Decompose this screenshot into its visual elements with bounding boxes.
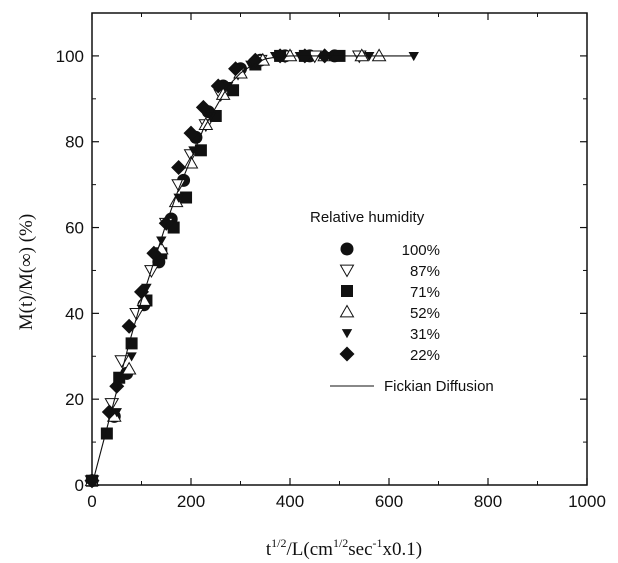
series-71pct (86, 49, 346, 487)
y-axis-title: M(t)/M(∞) (%) (16, 214, 37, 330)
data-point-87pct (171, 179, 186, 193)
x-tick-label: 800 (474, 492, 502, 511)
legend-marker-52pct (339, 304, 355, 318)
data-point-22pct (247, 52, 263, 68)
legend-title: Relative humidity (310, 209, 425, 226)
y-tick-label: 0 (75, 476, 84, 495)
fickian-diffusion-line (91, 55, 414, 486)
data-point-22pct (183, 125, 199, 141)
data-point-22pct (109, 378, 125, 394)
legend-marker-71pct (341, 285, 353, 297)
data-point-87pct (129, 307, 144, 321)
y-tick-label: 80 (65, 133, 84, 152)
data-point-22pct (272, 48, 288, 64)
legend-label-71pct: 71% (410, 284, 440, 301)
legend-marker-31pct (341, 329, 353, 339)
data-point-31pct (141, 283, 152, 293)
legend-label-31pct: 31% (410, 326, 440, 343)
x-tick-label: 200 (177, 492, 205, 511)
data-point-52pct (121, 361, 137, 375)
legend-marker-87pct (339, 264, 355, 278)
data-point-87pct (104, 398, 120, 411)
x-tick-label: 0 (87, 492, 96, 511)
legend-label-87pct: 87% (410, 263, 440, 280)
data-point-22pct (195, 99, 211, 115)
data-point-22pct (210, 78, 226, 94)
data-point-52pct (183, 155, 199, 169)
data-point-71pct (100, 427, 113, 440)
x-tick-label: 400 (276, 492, 304, 511)
legend-label-52pct: 52% (410, 305, 440, 322)
data-point-31pct (126, 352, 137, 362)
data-point-52pct (354, 48, 370, 62)
series-52pct (84, 48, 387, 487)
data-point-31pct (188, 146, 199, 156)
series-fickian-diffusion (91, 55, 414, 486)
data-point-71pct (180, 191, 193, 204)
x-tick-label: 600 (375, 492, 403, 511)
plot-area (84, 48, 419, 489)
data-point-52pct (371, 48, 387, 62)
legend-label-100pct: 100% (402, 242, 440, 259)
data-point-22pct (171, 159, 187, 175)
data-point-22pct (101, 404, 117, 420)
legend: Relative humidity 100% 87% 71% 52% 31% 22% Fick… (310, 209, 494, 395)
x-tick-label: 1000 (568, 492, 606, 511)
legend-marker-100pct (340, 242, 354, 256)
y-tick-label: 40 (65, 304, 84, 323)
x-axis-title: t1/2/L(cm1/2sec-1x0.1) (266, 536, 422, 560)
data-point-71pct (125, 337, 138, 350)
series-31pct (86, 52, 419, 486)
axes: 0 200 400 600 800 1000 0 20 40 60 80 100 (56, 12, 606, 511)
legend-label-22pct: 22% (410, 347, 440, 364)
data-point-87pct (114, 355, 130, 369)
data-point-31pct (364, 52, 375, 62)
legend-marker-22pct (339, 346, 355, 362)
y-tick-label: 100 (56, 47, 84, 66)
y-tick-label: 60 (65, 219, 84, 238)
data-point-31pct (156, 236, 167, 246)
data-point-31pct (408, 52, 419, 62)
legend-label-fickian: Fickian Diffusion (384, 378, 494, 395)
series-87pct (84, 50, 367, 489)
y-tick-label: 20 (65, 390, 84, 409)
data-point-22pct (228, 61, 244, 77)
